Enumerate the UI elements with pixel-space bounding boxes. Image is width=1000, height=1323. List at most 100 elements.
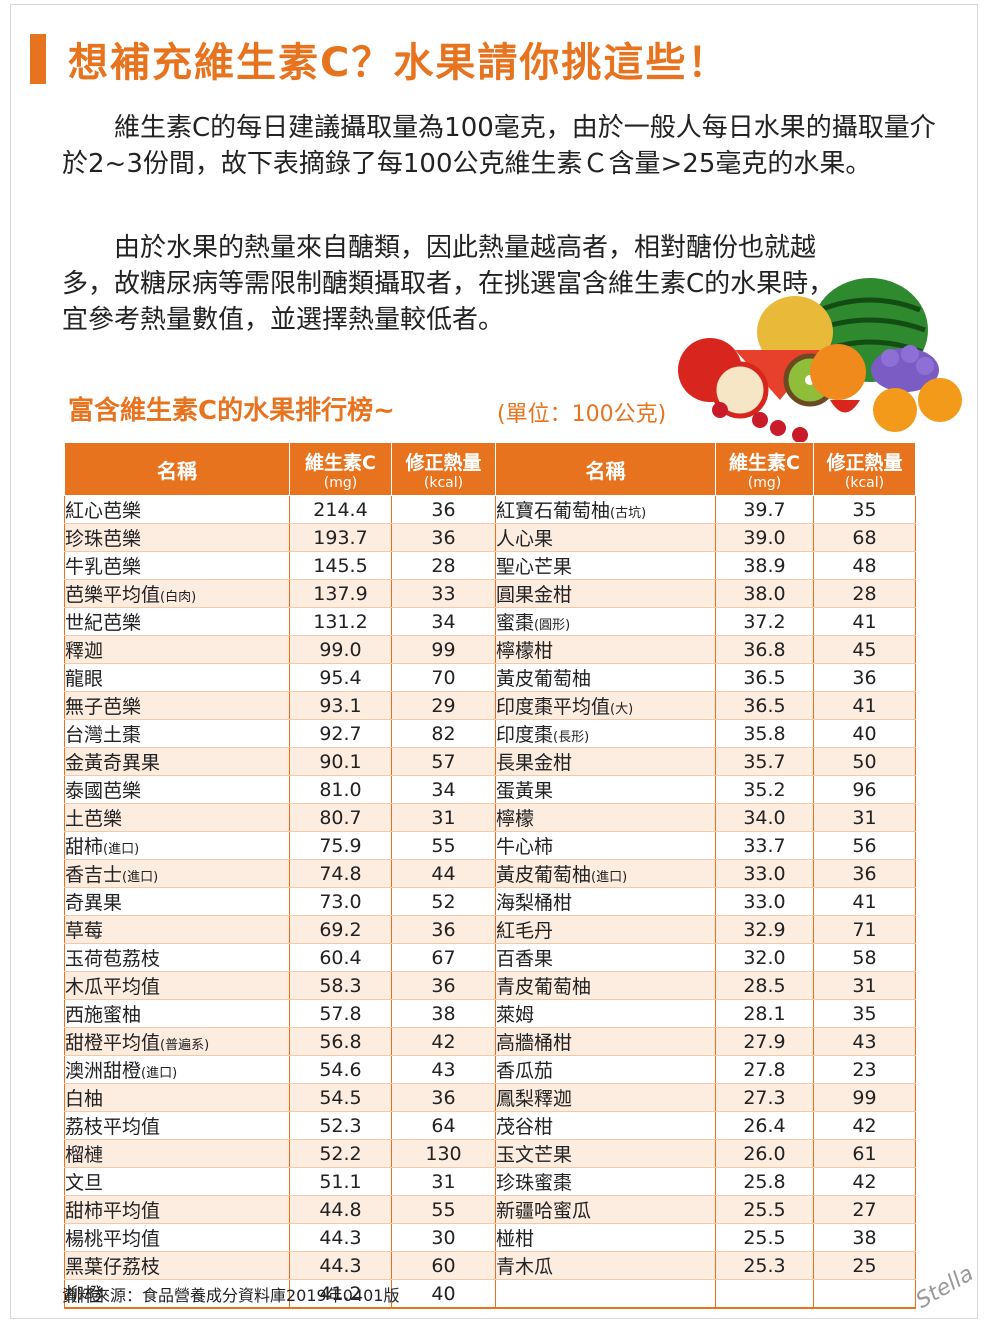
vitc-value: 37.2 xyxy=(715,607,814,636)
fruit-name: 牛乳芭樂 xyxy=(64,551,290,580)
fruit-name: 長果金柑 xyxy=(495,747,716,776)
kcal-value: 34 xyxy=(391,775,496,804)
kcal-value: 43 xyxy=(813,1027,916,1056)
kcal-value: 33 xyxy=(391,579,496,608)
fruit-name: 釋迦 xyxy=(64,635,290,664)
kcal-value: 41 xyxy=(813,691,916,720)
vitc-value: 36.5 xyxy=(715,691,814,720)
vitc-value: 36.8 xyxy=(715,635,814,664)
kcal-value: 82 xyxy=(391,719,496,748)
fruit-name: 甜橙平均值(普遍系) xyxy=(64,1027,290,1056)
fruit-name: 椪柑 xyxy=(495,1223,716,1252)
fruit-name: 蜜棗(圓形) xyxy=(495,607,716,636)
kcal-value: 60 xyxy=(391,1251,496,1280)
kcal-value: 70 xyxy=(391,663,496,692)
fruit-name: 珍珠蜜棗 xyxy=(495,1167,716,1196)
fruit-name: 紅心芭樂 xyxy=(64,495,290,524)
kcal-value: 48 xyxy=(813,551,916,580)
vitc-value: 44.8 xyxy=(289,1195,392,1224)
kcal-value: 40 xyxy=(813,719,916,748)
kcal-value: 58 xyxy=(813,943,916,972)
vitc-value: 28.5 xyxy=(715,971,814,1000)
vitc-value: 58.3 xyxy=(289,971,392,1000)
kcal-value: 42 xyxy=(391,1027,496,1056)
fruit-name: 台灣土棗 xyxy=(64,719,290,748)
table-row: 黑葉仔荔枝 44.3 60 青木瓜 25.3 25 xyxy=(64,1251,916,1280)
vitc-value: 145.5 xyxy=(289,551,392,580)
fruit-name: 楊桃平均值 xyxy=(64,1223,290,1252)
header-vitc-right: 維生素C (mg) xyxy=(715,442,814,496)
vitc-value: 35.7 xyxy=(715,747,814,776)
vitc-value: 33.7 xyxy=(715,831,814,860)
vitc-value: 60.4 xyxy=(289,943,392,972)
kcal-value: 67 xyxy=(391,943,496,972)
vitc-value: 28.1 xyxy=(715,999,814,1028)
header-name-left: 名稱 xyxy=(64,442,290,496)
kcal-value: 41 xyxy=(813,607,916,636)
vitc-value: 51.1 xyxy=(289,1167,392,1196)
fruit-basket-illustration xyxy=(678,278,962,443)
kcal-value: 99 xyxy=(813,1083,916,1112)
kcal-value: 35 xyxy=(813,495,916,524)
vitc-value: 41.2 xyxy=(289,1279,392,1309)
vitc-value: 137.9 xyxy=(289,579,392,608)
table-row: 甜橙平均值(普遍系) 56.8 42 高牆桶柑 27.9 43 xyxy=(64,1027,916,1056)
fruit-name: 金黃奇異果 xyxy=(64,747,290,776)
fruit-name: 澳洲甜橙(進口) xyxy=(64,1055,290,1084)
table-row: 甜柿平均值 44.8 55 新疆哈蜜瓜 25.5 27 xyxy=(64,1195,916,1224)
vitc-value: 57.8 xyxy=(289,999,392,1028)
kcal-value: 38 xyxy=(391,999,496,1028)
fruit-name: 榴槤 xyxy=(64,1139,290,1168)
fruit-name: 柳橙 xyxy=(64,1279,290,1309)
kcal-value: 41 xyxy=(813,887,916,916)
vitc-value: 52.2 xyxy=(289,1139,392,1168)
fruit-name: 土芭樂 xyxy=(64,803,290,832)
fruit-name: 人心果 xyxy=(495,523,716,552)
vitc-value: 27.8 xyxy=(715,1055,814,1084)
intro-paragraph-2: 由於水果的熱量來自醣類，因此熱量越高者，相對醣份也就越多，故糖尿病等需限制醣類攝… xyxy=(62,233,835,335)
kcal-value: 29 xyxy=(391,691,496,720)
vitc-value: 25.3 xyxy=(715,1251,814,1280)
vitc-value xyxy=(715,1279,814,1309)
intro-paragraph-1: 維生素C的每日建議攝取量為100毫克，由於一般人每日水果的攝取量介於2~3份間，… xyxy=(62,113,936,179)
fruit-name: 泰國芭樂 xyxy=(64,775,290,804)
vitc-value: 26.4 xyxy=(715,1111,814,1140)
table-row: 珍珠芭樂 193.7 36 人心果 39.0 68 xyxy=(64,523,916,552)
table-row: 榴槤 52.2 130 玉文芒果 26.0 61 xyxy=(64,1139,916,1168)
fruit-name: 高牆桶柑 xyxy=(495,1027,716,1056)
vitc-value: 39.0 xyxy=(715,523,814,552)
kcal-value: 27 xyxy=(813,1195,916,1224)
kcal-value: 45 xyxy=(813,635,916,664)
vitc-value: 27.3 xyxy=(715,1083,814,1112)
fruit-name: 玉荷苞荔枝 xyxy=(64,943,290,972)
fruit-name: 檸檬柑 xyxy=(495,635,716,664)
kcal-value: 36 xyxy=(391,523,496,552)
table-row: 玉荷苞荔枝 60.4 67 百香果 32.0 58 xyxy=(64,943,916,972)
kcal-value: 56 xyxy=(813,831,916,860)
kcal-value: 36 xyxy=(391,915,496,944)
fruit-name: 世紀芭樂 xyxy=(64,607,290,636)
vitc-value: 54.5 xyxy=(289,1083,392,1112)
vitc-value: 75.9 xyxy=(289,831,392,860)
table-row: 楊桃平均值 44.3 30 椪柑 25.5 38 xyxy=(64,1223,916,1252)
fruit-name: 荔枝平均值 xyxy=(64,1111,290,1140)
fruit-name: 聖心芒果 xyxy=(495,551,716,580)
vitc-value: 69.2 xyxy=(289,915,392,944)
table-row: 澳洲甜橙(進口) 54.6 43 香瓜茄 27.8 23 xyxy=(64,1055,916,1084)
vitc-value: 36.5 xyxy=(715,663,814,692)
vitc-value: 32.9 xyxy=(715,915,814,944)
fruit-name: 黑葉仔荔枝 xyxy=(64,1251,290,1280)
kcal-value: 23 xyxy=(813,1055,916,1084)
vitc-value: 35.8 xyxy=(715,719,814,748)
table-row: 世紀芭樂 131.2 34 蜜棗(圓形) 37.2 41 xyxy=(64,607,916,636)
kcal-value: 36 xyxy=(391,971,496,1000)
kcal-value: 34 xyxy=(391,607,496,636)
table-row: 白柚 54.5 36 鳳梨釋迦 27.3 99 xyxy=(64,1083,916,1112)
vitc-value: 93.1 xyxy=(289,691,392,720)
fruit-name: 海梨桶柑 xyxy=(495,887,716,916)
kcal-value: 25 xyxy=(813,1251,916,1280)
table-row: 香吉士(進口) 74.8 44 黃皮葡萄柚(進口) 33.0 36 xyxy=(64,859,916,888)
header-kcal-left: 修正熱量 (kcal) xyxy=(391,442,496,496)
fruit-name: 香瓜茄 xyxy=(495,1055,716,1084)
vitc-value: 25.8 xyxy=(715,1167,814,1196)
